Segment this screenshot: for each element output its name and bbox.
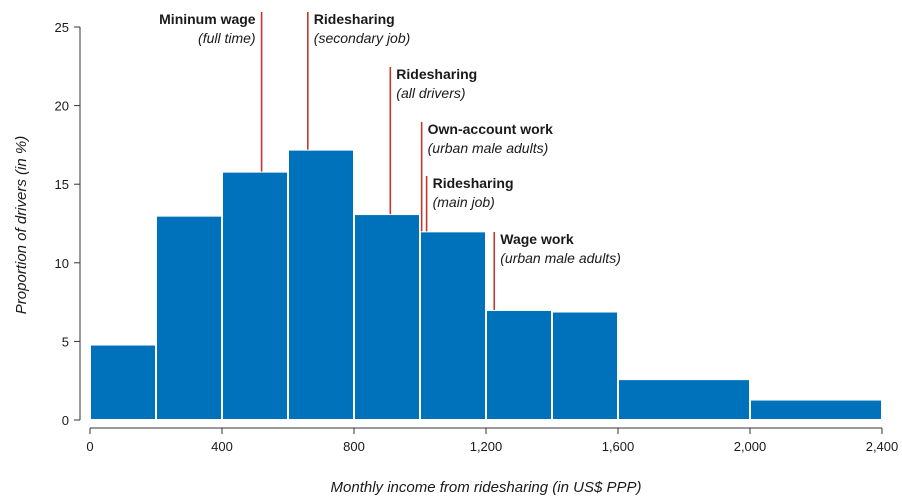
annotation-labels: Mininum wage (full time) Ridesharing (secon… <box>159 11 621 266</box>
x-tick-label: 0 <box>86 439 93 454</box>
annotation-title-2: Ridesharing <box>396 66 477 82</box>
y-axis-title: Proportion of drivers (in %) <box>13 136 30 314</box>
x-tick-label: 1,200 <box>470 439 503 454</box>
annotation-title-1: Ridesharing <box>314 11 395 27</box>
x-axis-title: Monthly income from ridesharing (in US$ … <box>331 479 642 496</box>
annotation-subtitle-3: (urban male adults) <box>428 140 549 156</box>
y-tick-label: 20 <box>55 99 69 114</box>
annotation-subtitle-4: (main job) <box>433 194 495 210</box>
y-tick-label: 5 <box>62 334 69 349</box>
x-tick-label: 400 <box>211 439 233 454</box>
x-tick-label: 800 <box>343 439 365 454</box>
annotation-title-3: Own-account work <box>428 121 553 137</box>
annotation-subtitle-5: (urban male adults) <box>500 250 621 266</box>
annotation-title-5: Wage work <box>500 231 574 247</box>
histogram-bar-9 <box>749 398 883 421</box>
histogram-bar-0 <box>89 343 157 422</box>
annotation-title-4: Ridesharing <box>433 175 514 191</box>
annotation-subtitle-0: (full time) <box>198 30 256 46</box>
x-tick-label: 2,000 <box>734 439 767 454</box>
histogram-bar-2 <box>221 170 289 421</box>
histogram-bar-8 <box>617 378 751 421</box>
x-tick-label: 2,400 <box>866 439 899 454</box>
histogram-bar-7 <box>551 310 619 422</box>
annotation-lines <box>260 12 496 310</box>
y-tick-label: 0 <box>62 413 69 428</box>
annotation-subtitle-2: (all drivers) <box>396 85 465 101</box>
y-tick-label: 10 <box>55 256 69 271</box>
histogram-bar-5 <box>419 230 487 421</box>
annotation-title-0: Mininum wage <box>159 11 256 27</box>
x-tick-label: 1,600 <box>602 439 635 454</box>
histogram-bars <box>89 148 883 422</box>
histogram-bar-3 <box>287 148 355 421</box>
annotation-subtitle-1: (secondary job) <box>314 30 411 46</box>
histogram-bar-4 <box>353 213 421 421</box>
histogram-bar-6 <box>485 308 553 421</box>
y-tick-label: 25 <box>55 20 69 35</box>
histogram-bar-1 <box>155 214 223 421</box>
y-tick-label: 15 <box>55 177 69 192</box>
axes: 0 400 800 1,200 1,600 2,000 2,400 0 5 10 15 20 25 <box>55 20 899 454</box>
